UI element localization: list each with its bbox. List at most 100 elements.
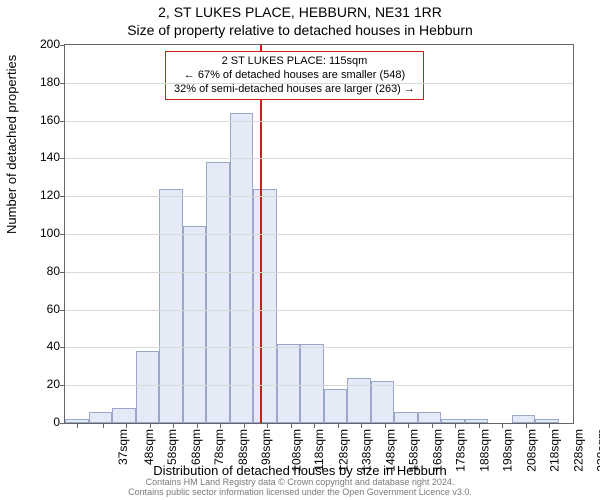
x-tick-mark	[103, 423, 104, 428]
histogram-bar	[112, 408, 136, 423]
histogram-bar	[89, 412, 113, 423]
gridline	[65, 158, 573, 159]
y-tick-label: 180	[24, 75, 60, 89]
x-tick-mark	[267, 423, 268, 428]
page-title-line2: Size of property relative to detached ho…	[0, 22, 600, 38]
x-tick-mark	[77, 423, 78, 428]
x-tick-label: 218sqm	[548, 429, 562, 472]
footer-line2: Contains public sector information licen…	[0, 488, 600, 498]
x-tick-label: 98sqm	[259, 429, 273, 465]
histogram-bar	[300, 344, 324, 423]
y-tick-mark	[60, 158, 65, 159]
y-tick-mark	[60, 196, 65, 197]
x-tick-label: 58sqm	[165, 429, 179, 465]
x-tick-mark	[385, 423, 386, 428]
histogram-bar	[418, 412, 442, 423]
y-tick-mark	[60, 385, 65, 386]
y-tick-label: 60	[24, 302, 60, 316]
annotation-line: 32% of semi-detached houses are larger (…	[174, 83, 415, 97]
histogram-bar	[206, 162, 230, 423]
page-title-line1: 2, ST LUKES PLACE, HEBBURN, NE31 1RR	[0, 4, 600, 20]
y-tick-label: 20	[24, 377, 60, 391]
y-tick-mark	[60, 310, 65, 311]
y-tick-mark	[60, 45, 65, 46]
histogram-bar	[183, 226, 207, 423]
histogram-bar	[512, 415, 536, 423]
histogram-bar	[324, 389, 348, 423]
x-tick-mark	[197, 423, 198, 428]
x-tick-mark	[408, 423, 409, 428]
x-tick-mark	[361, 423, 362, 428]
x-tick-mark	[173, 423, 174, 428]
gridline	[65, 121, 573, 122]
x-tick-mark	[526, 423, 527, 428]
y-tick-mark	[60, 234, 65, 235]
y-tick-label: 0	[24, 415, 60, 429]
x-tick-label: 178sqm	[454, 429, 468, 472]
x-tick-label: 198sqm	[501, 429, 515, 472]
x-tick-label: 78sqm	[212, 429, 226, 465]
chart-container: { "chart": { "type": "histogram", "title…	[0, 0, 600, 500]
y-tick-label: 40	[24, 339, 60, 353]
x-tick-mark	[455, 423, 456, 428]
histogram-bar	[277, 344, 301, 423]
x-tick-mark	[150, 423, 151, 428]
x-tick-label: 188sqm	[478, 429, 492, 472]
annotation-line: 2 ST LUKES PLACE: 115sqm	[174, 55, 415, 69]
x-tick-label: 118sqm	[312, 429, 326, 471]
y-tick-mark	[60, 272, 65, 273]
x-tick-mark	[126, 423, 127, 428]
y-tick-label: 140	[24, 150, 60, 164]
plot-area: 2 ST LUKES PLACE: 115sqm← 67% of detache…	[64, 44, 574, 424]
x-tick-mark	[502, 423, 503, 428]
x-tick-mark	[314, 423, 315, 428]
y-tick-mark	[60, 347, 65, 348]
histogram-bar	[535, 419, 559, 423]
annotation-line: ← 67% of detached houses are smaller (54…	[174, 69, 415, 83]
histogram-bar	[371, 381, 395, 423]
y-tick-label: 100	[24, 226, 60, 240]
x-tick-mark	[479, 423, 480, 428]
histogram-bar	[465, 419, 489, 423]
x-tick-label: 128sqm	[336, 429, 350, 472]
x-tick-label: 238sqm	[595, 429, 600, 472]
y-tick-label: 120	[24, 188, 60, 202]
x-tick-mark	[338, 423, 339, 428]
y-tick-mark	[60, 423, 65, 424]
y-tick-label: 80	[24, 264, 60, 278]
gridline	[65, 234, 573, 235]
histogram-bar	[253, 189, 277, 423]
histogram-bar	[159, 189, 183, 423]
x-tick-mark	[244, 423, 245, 428]
gridline	[65, 310, 573, 311]
x-tick-mark	[549, 423, 550, 428]
x-tick-label: 158sqm	[407, 429, 421, 472]
x-tick-label: 168sqm	[431, 429, 445, 472]
x-tick-label: 148sqm	[384, 429, 398, 472]
footer-attribution: Contains HM Land Registry data © Crown c…	[0, 478, 600, 498]
histogram-bar	[441, 419, 465, 423]
gridline	[65, 272, 573, 273]
x-tick-mark	[291, 423, 292, 428]
x-tick-mark	[432, 423, 433, 428]
histogram-bar	[394, 412, 418, 423]
x-tick-label: 208sqm	[525, 429, 539, 472]
x-tick-mark	[220, 423, 221, 428]
x-tick-label: 48sqm	[142, 429, 156, 465]
x-tick-label: 228sqm	[572, 429, 586, 472]
y-tick-label: 200	[24, 37, 60, 51]
x-tick-label: 37sqm	[116, 429, 130, 465]
x-tick-label: 68sqm	[189, 429, 203, 465]
y-axis-label: Number of detached properties	[4, 55, 19, 234]
annotation-box: 2 ST LUKES PLACE: 115sqm← 67% of detache…	[165, 51, 424, 100]
histogram-bar	[230, 113, 254, 423]
x-tick-label: 88sqm	[236, 429, 250, 465]
gridline	[65, 196, 573, 197]
gridline	[65, 83, 573, 84]
y-tick-label: 160	[24, 113, 60, 127]
x-tick-label: 108sqm	[289, 429, 303, 472]
histogram-bar	[136, 351, 160, 423]
y-tick-mark	[60, 83, 65, 84]
gridline	[65, 347, 573, 348]
x-tick-label: 138sqm	[360, 429, 374, 472]
